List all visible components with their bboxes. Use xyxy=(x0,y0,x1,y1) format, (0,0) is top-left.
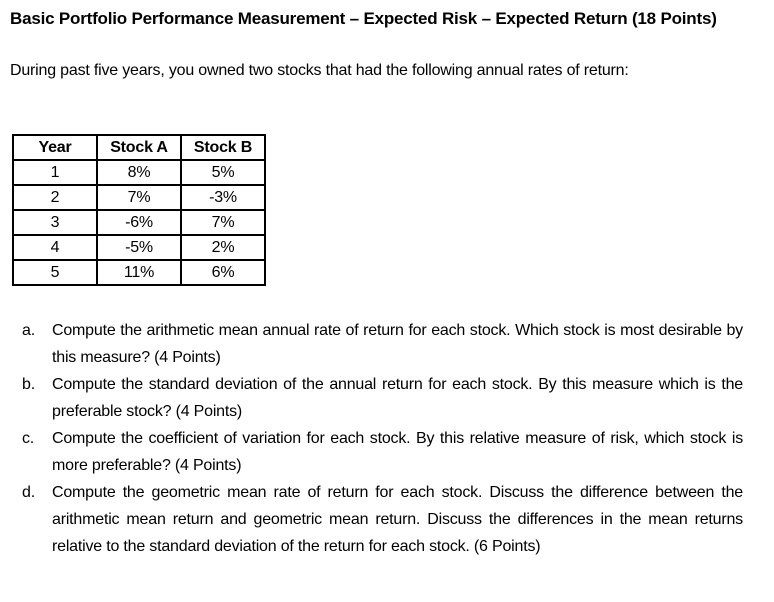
cell-year: 2 xyxy=(12,184,98,211)
question-text: Compute the coefficient of variation for… xyxy=(52,430,743,474)
question-item-a: a. Compute the arithmetic mean annual ra… xyxy=(10,317,743,371)
cell-stock-a: -6% xyxy=(96,209,182,236)
cell-stock-a: 8% xyxy=(96,159,182,186)
column-header-stock-b: Stock B xyxy=(180,134,266,161)
cell-stock-b: 6% xyxy=(180,259,266,286)
question-text: Compute the arithmetic mean annual rate … xyxy=(52,322,743,366)
question-marker: a. xyxy=(22,322,35,339)
cell-stock-a: 11% xyxy=(96,259,182,286)
column-header-year: Year xyxy=(12,134,98,161)
table-row: 3 -6% 7% xyxy=(12,209,266,236)
table-row: 2 7% -3% xyxy=(12,184,266,211)
table-row: 4 -5% 2% xyxy=(12,234,266,261)
cell-year: 1 xyxy=(12,159,98,186)
cell-year: 5 xyxy=(12,259,98,286)
question-marker: c. xyxy=(22,430,35,447)
cell-stock-b: 2% xyxy=(180,234,266,261)
column-header-stock-a: Stock A xyxy=(96,134,182,161)
cell-stock-a: -5% xyxy=(96,234,182,261)
page-title: Basic Portfolio Performance Measurement … xyxy=(10,9,717,28)
annual-returns-table: Year Stock A Stock B 1 8% 5% 2 7% -3% 3 … xyxy=(12,134,266,286)
question-marker: b. xyxy=(22,376,35,393)
table-row: 1 8% 5% xyxy=(12,159,266,186)
question-text: Compute the geometric mean rate of retur… xyxy=(52,484,743,555)
question-text: Compute the standard deviation of the an… xyxy=(52,376,743,420)
question-item-b: b. Compute the standard deviation of the… xyxy=(10,371,743,425)
question-item-c: c. Compute the coefficient of variation … xyxy=(10,425,743,479)
table-header-row: Year Stock A Stock B xyxy=(12,134,266,161)
intro-paragraph: During past five years, you owned two st… xyxy=(10,62,629,79)
table-row: 5 11% 6% xyxy=(12,259,266,286)
cell-stock-b: 7% xyxy=(180,209,266,236)
cell-year: 3 xyxy=(12,209,98,236)
question-list: a. Compute the arithmetic mean annual ra… xyxy=(10,317,743,560)
cell-stock-a: 7% xyxy=(96,184,182,211)
question-item-d: d. Compute the geometric mean rate of re… xyxy=(10,479,743,560)
cell-stock-b: -3% xyxy=(180,184,266,211)
cell-year: 4 xyxy=(12,234,98,261)
question-marker: d. xyxy=(22,484,35,501)
cell-stock-b: 5% xyxy=(180,159,266,186)
